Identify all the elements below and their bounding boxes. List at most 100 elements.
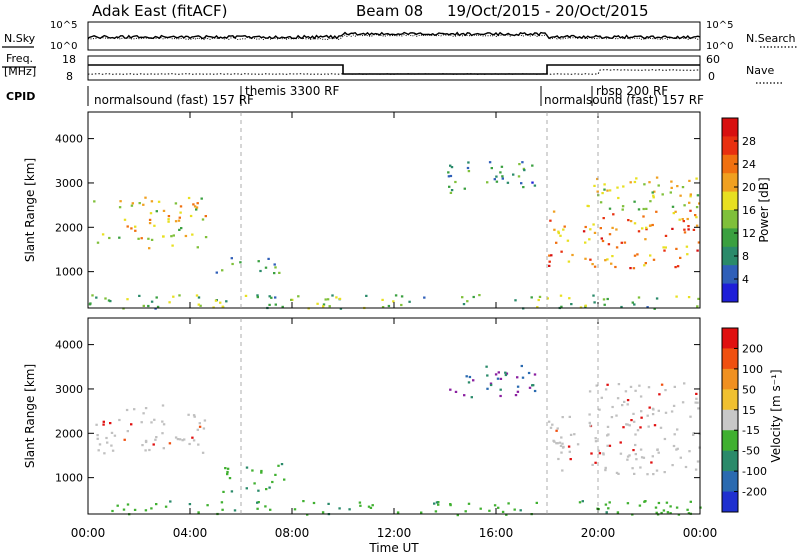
scatter-cell bbox=[548, 254, 551, 257]
scatter-cell bbox=[224, 467, 227, 470]
scatter-cell bbox=[150, 300, 154, 303]
scatter-cell bbox=[155, 436, 158, 439]
scatter-cell bbox=[607, 243, 611, 246]
scatter-cell bbox=[96, 241, 100, 244]
cpid-mode-0: normalsound (fast) 157 RF bbox=[94, 93, 254, 107]
scatter-cell bbox=[611, 255, 614, 258]
scatter-cell bbox=[697, 407, 700, 410]
scatter-cell bbox=[616, 186, 619, 189]
scatter-cell bbox=[676, 185, 679, 188]
scatter-cell bbox=[663, 437, 667, 441]
scatter-cell bbox=[197, 443, 200, 446]
scatter-cell bbox=[658, 393, 661, 396]
scatter-cell bbox=[200, 197, 203, 200]
scatter-cell bbox=[639, 466, 642, 469]
scatter-cell bbox=[245, 487, 248, 490]
nave-label: Nave bbox=[746, 64, 774, 77]
scatter-cell bbox=[622, 426, 625, 429]
scatter-cell bbox=[626, 403, 629, 406]
scatter-cell bbox=[660, 511, 663, 515]
scatter-cell bbox=[148, 247, 151, 250]
scatter-cell bbox=[649, 200, 652, 203]
scatter-cell bbox=[696, 401, 699, 404]
scatter-cell bbox=[302, 500, 305, 503]
scatter-cell bbox=[516, 390, 520, 393]
scatter-cell bbox=[161, 404, 165, 407]
scatter-cell bbox=[183, 438, 186, 441]
scatter-cell bbox=[692, 433, 695, 436]
scatter-cell bbox=[521, 161, 524, 164]
scatter-cell bbox=[468, 375, 472, 379]
scatter-cell bbox=[485, 365, 488, 368]
scatter-cell bbox=[531, 384, 534, 387]
scatter-cell bbox=[461, 296, 464, 299]
scatter-cell bbox=[290, 298, 293, 301]
scatter-cell bbox=[196, 246, 199, 249]
scatter-cell bbox=[215, 271, 218, 274]
scatter-cell bbox=[472, 379, 475, 382]
scatter-cell bbox=[633, 303, 636, 306]
scatter-cell bbox=[549, 426, 553, 429]
scatter-cell bbox=[513, 508, 516, 511]
scatter-cell bbox=[640, 416, 643, 419]
scatter-cell bbox=[665, 501, 669, 504]
colorbar-tick-label: -15 bbox=[742, 424, 760, 437]
scatter-cell bbox=[586, 204, 589, 207]
scatter-cell bbox=[664, 246, 667, 249]
scatter-cell bbox=[659, 426, 663, 429]
scatter-cell bbox=[251, 469, 254, 472]
scatter-cell bbox=[465, 375, 468, 378]
scatter-cell bbox=[602, 298, 606, 301]
scatter-cell bbox=[621, 404, 624, 407]
scatter-cell bbox=[324, 298, 327, 301]
scatter-cell bbox=[191, 233, 194, 236]
scatter-cell bbox=[589, 228, 592, 231]
scatter-cell bbox=[615, 471, 619, 474]
scatter-cell bbox=[93, 200, 96, 203]
scatter-cell bbox=[256, 507, 259, 510]
scatter-cell bbox=[636, 253, 639, 256]
scatter-cell bbox=[168, 301, 171, 304]
scatter-cell bbox=[643, 183, 646, 186]
scatter-cell bbox=[141, 444, 144, 447]
scatter-cell bbox=[497, 506, 500, 509]
scatter-cell bbox=[371, 504, 374, 507]
scatter-cell bbox=[312, 501, 316, 505]
sky-search-panel: N.Sky 10^5 10^0 10^5 10^0 N.Search bbox=[2, 20, 798, 52]
scatter-cell bbox=[688, 450, 691, 453]
scatter-cell bbox=[593, 184, 596, 187]
scatter-cell bbox=[189, 214, 193, 218]
scatter-cell bbox=[611, 226, 614, 229]
scatter-cell bbox=[381, 298, 384, 301]
x-tick-label: 00:00 bbox=[683, 526, 718, 540]
scatter-cell bbox=[556, 442, 559, 445]
scatter-cell bbox=[191, 436, 194, 439]
y-tick-label: 2000 bbox=[55, 427, 83, 440]
scatter-cell bbox=[633, 472, 636, 475]
scatter-cell bbox=[617, 383, 621, 386]
scatter-cell bbox=[449, 164, 452, 167]
scatter-cell bbox=[594, 461, 597, 464]
scatter-cell bbox=[675, 506, 679, 509]
scatter-cell bbox=[257, 260, 260, 263]
scatter-cell bbox=[150, 238, 154, 241]
scatter-cell bbox=[463, 394, 466, 397]
scatter-cell bbox=[500, 165, 504, 168]
scatter-cell bbox=[150, 200, 154, 203]
scatter-cell bbox=[689, 195, 692, 198]
scatter-cell bbox=[696, 460, 700, 463]
scatter-cell bbox=[142, 304, 145, 307]
scatter-cell bbox=[214, 299, 218, 302]
scatter-cell bbox=[653, 190, 656, 193]
scatter-cell bbox=[449, 388, 452, 391]
scatter-cell bbox=[560, 436, 563, 439]
scatter-cell bbox=[192, 439, 196, 442]
scatter-cell bbox=[548, 264, 551, 267]
colorbar-swatch bbox=[722, 136, 738, 156]
scatter-cell bbox=[494, 373, 498, 376]
scatter-cell bbox=[126, 503, 130, 506]
scatter-cell bbox=[601, 192, 604, 195]
scatter-cell bbox=[663, 471, 666, 474]
scatter-cell bbox=[221, 269, 224, 272]
scatter-cell bbox=[134, 225, 137, 228]
